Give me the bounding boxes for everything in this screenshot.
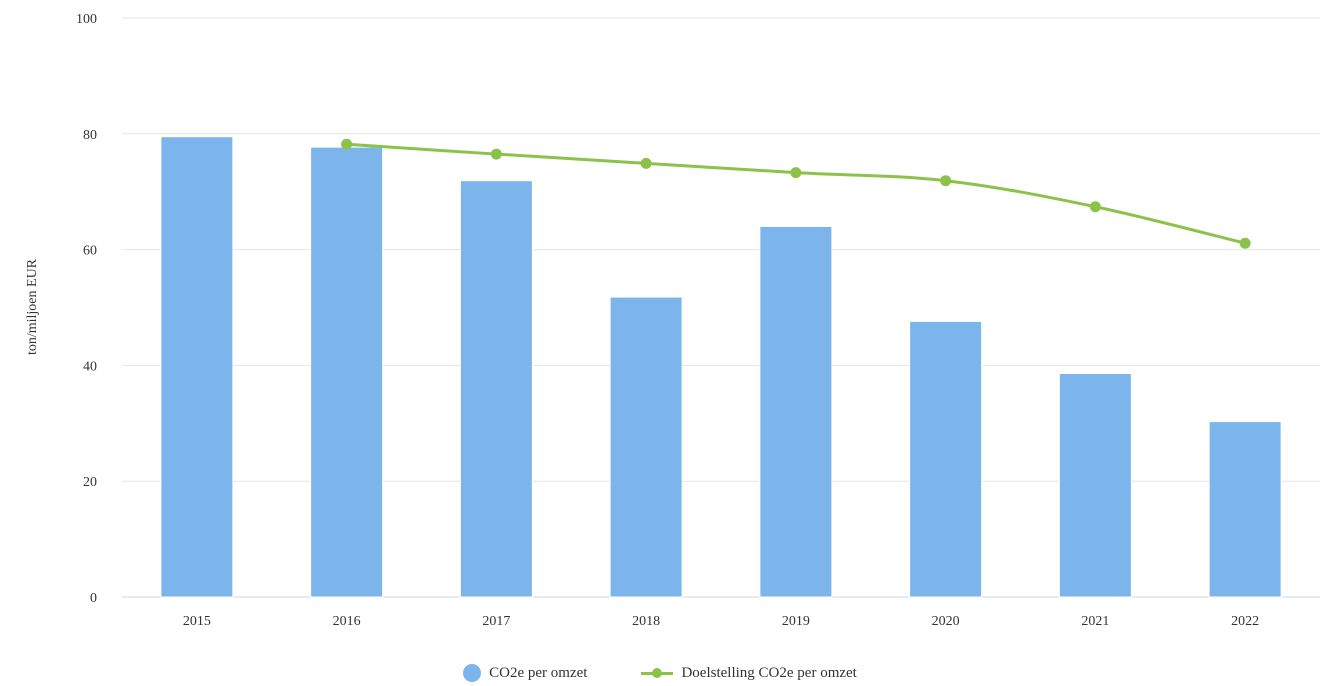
y-axis-ticks: 0 20 40 60 80 100 <box>76 12 97 606</box>
target-point-2022 <box>1239 237 1251 249</box>
legend-item-line[interactable]: Doelstelling CO2e per omzet <box>641 664 857 682</box>
x-tick-label: 2016 <box>333 614 361 629</box>
bar-2021 <box>1058 373 1132 598</box>
line-marker-icon <box>641 667 674 679</box>
target-point-2020 <box>940 175 952 187</box>
y-tick-label: 100 <box>76 12 97 27</box>
x-tick-label: 2015 <box>183 614 211 629</box>
target-point-2016 <box>341 138 353 150</box>
bar-2018 <box>609 296 683 598</box>
x-tick-label: 2017 <box>482 614 510 629</box>
gridlines <box>122 17 1320 598</box>
circle-icon <box>463 664 482 682</box>
x-tick-label: 2020 <box>932 614 960 629</box>
x-tick-label: 2022 <box>1231 614 1259 629</box>
y-tick-label: 60 <box>83 244 97 259</box>
x-tick-label: 2018 <box>632 614 660 629</box>
legend: CO2e per omzet Doelstelling CO2e per omz… <box>0 660 1320 686</box>
bar-2022 <box>1208 421 1282 598</box>
target-point-2019 <box>790 167 802 179</box>
legend-item-bars[interactable]: CO2e per omzet <box>463 664 587 682</box>
target-point-2017 <box>490 148 502 160</box>
bar-2019 <box>759 225 833 598</box>
y-tick-label: 20 <box>83 475 97 490</box>
x-axis-ticks: 2015 2016 2017 2018 2019 2020 2021 2022 <box>183 614 1259 629</box>
x-tick-label: 2021 <box>1081 614 1109 629</box>
y-tick-label: 40 <box>83 359 97 374</box>
bar-series <box>160 136 1282 598</box>
target-point-2018 <box>640 157 652 169</box>
legend-label-bars: CO2e per omzet <box>489 664 588 681</box>
bar-2020 <box>909 320 983 598</box>
bar-2016 <box>310 146 384 598</box>
legend-label-line: Doelstelling CO2e per omzet <box>681 664 857 681</box>
chart-canvas: 0 20 40 60 80 100 2015 2016 2017 2018 2019 2020 202… <box>25 12 1320 629</box>
line-series <box>341 138 1251 249</box>
y-tick-label: 80 <box>83 128 97 143</box>
target-point-2021 <box>1089 201 1101 213</box>
bar-2015 <box>160 136 234 598</box>
x-tick-label: 2019 <box>782 614 810 629</box>
bar-2017 <box>459 180 533 598</box>
y-tick-label: 0 <box>90 591 97 606</box>
y-axis-title: ton/miljoen EUR <box>25 258 40 355</box>
